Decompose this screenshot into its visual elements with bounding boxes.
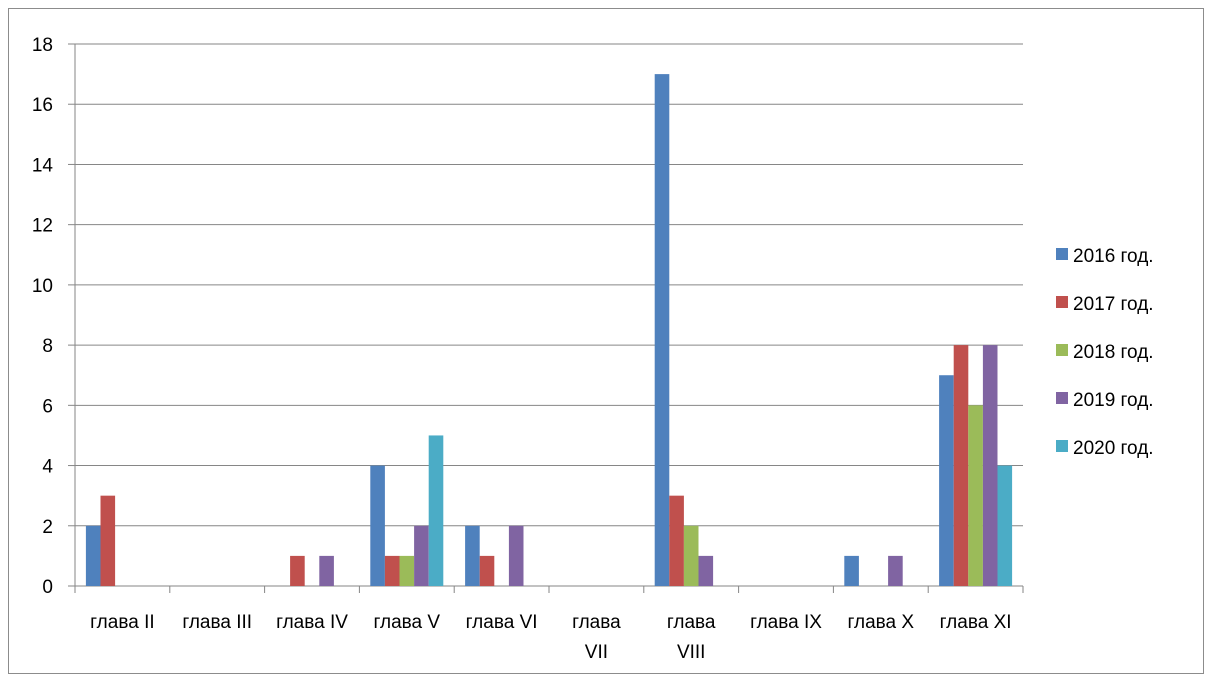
bar (399, 555, 415, 586)
bar (968, 405, 983, 586)
legend-swatch (1056, 440, 1068, 452)
y-tick-label: 2 (42, 517, 53, 538)
bar (85, 525, 101, 586)
y-tick-label: 18 (32, 35, 53, 56)
legend-label: 2020 год. (1073, 438, 1154, 459)
legend-label: 2016 год. (1073, 246, 1154, 267)
legend-swatch (1056, 344, 1068, 356)
x-tick-label-line: глава V (374, 612, 441, 633)
bar (997, 465, 1013, 586)
x-tick-label-line: глава (572, 612, 621, 633)
bar (100, 495, 116, 586)
legend-label: 2018 год. (1073, 342, 1154, 363)
x-tick-label: глава XI (940, 612, 1012, 633)
x-tick-label-line: VIII (677, 642, 706, 663)
x-tick-label: глава III (182, 612, 252, 633)
x-tick-label-line: глава (667, 612, 716, 633)
y-tick-label: 6 (42, 396, 53, 417)
y-tick-label: 16 (32, 95, 53, 116)
bar (953, 345, 969, 586)
bar (654, 74, 670, 586)
x-tick-label: глава VII (572, 612, 621, 663)
x-tick-label: глава V (374, 612, 441, 633)
bar (683, 525, 699, 586)
x-tick-label-line: глава III (182, 612, 252, 633)
x-tick-label-line: глава IX (750, 612, 822, 633)
x-tick-label-line: глава XI (940, 612, 1012, 633)
bar (698, 555, 714, 586)
x-tick-label: глава IV (276, 612, 348, 633)
y-tick-label: 14 (32, 155, 54, 176)
bar (669, 495, 684, 586)
bar (508, 525, 524, 586)
bar (982, 345, 998, 586)
legend-label: 2017 год. (1073, 294, 1154, 315)
legend-swatch (1056, 392, 1068, 404)
bar (428, 435, 444, 586)
legend-swatch (1056, 248, 1068, 260)
bar (370, 465, 385, 586)
legend-swatch (1056, 296, 1068, 308)
x-tick-label-line: глава IV (276, 612, 348, 633)
bar (290, 555, 305, 586)
bar (319, 555, 334, 586)
bar (844, 555, 859, 586)
bar (465, 525, 480, 586)
x-tick-label-line: VII (585, 642, 608, 663)
bar (384, 555, 400, 586)
x-tick-label-line: глава X (848, 612, 915, 633)
x-tick-label: глава IX (750, 612, 822, 633)
bar (939, 375, 954, 586)
legend-label: 2019 год. (1073, 390, 1154, 411)
x-tick-label: глава X (848, 612, 915, 633)
bar (479, 555, 495, 586)
bar (414, 525, 429, 586)
y-tick-label: 12 (32, 216, 53, 237)
x-tick-label: глава VIII (667, 612, 716, 663)
x-tick-label-line: глава VI (466, 612, 538, 633)
x-tick-label-line: глава II (90, 612, 154, 633)
y-tick-label: 4 (42, 457, 53, 478)
x-tick-label: глава VI (466, 612, 538, 633)
bar (888, 555, 903, 586)
y-tick-label: 10 (32, 276, 53, 297)
x-tick-label: глава II (90, 612, 154, 633)
y-tick-label: 0 (42, 577, 53, 598)
y-tick-label: 8 (42, 336, 53, 357)
